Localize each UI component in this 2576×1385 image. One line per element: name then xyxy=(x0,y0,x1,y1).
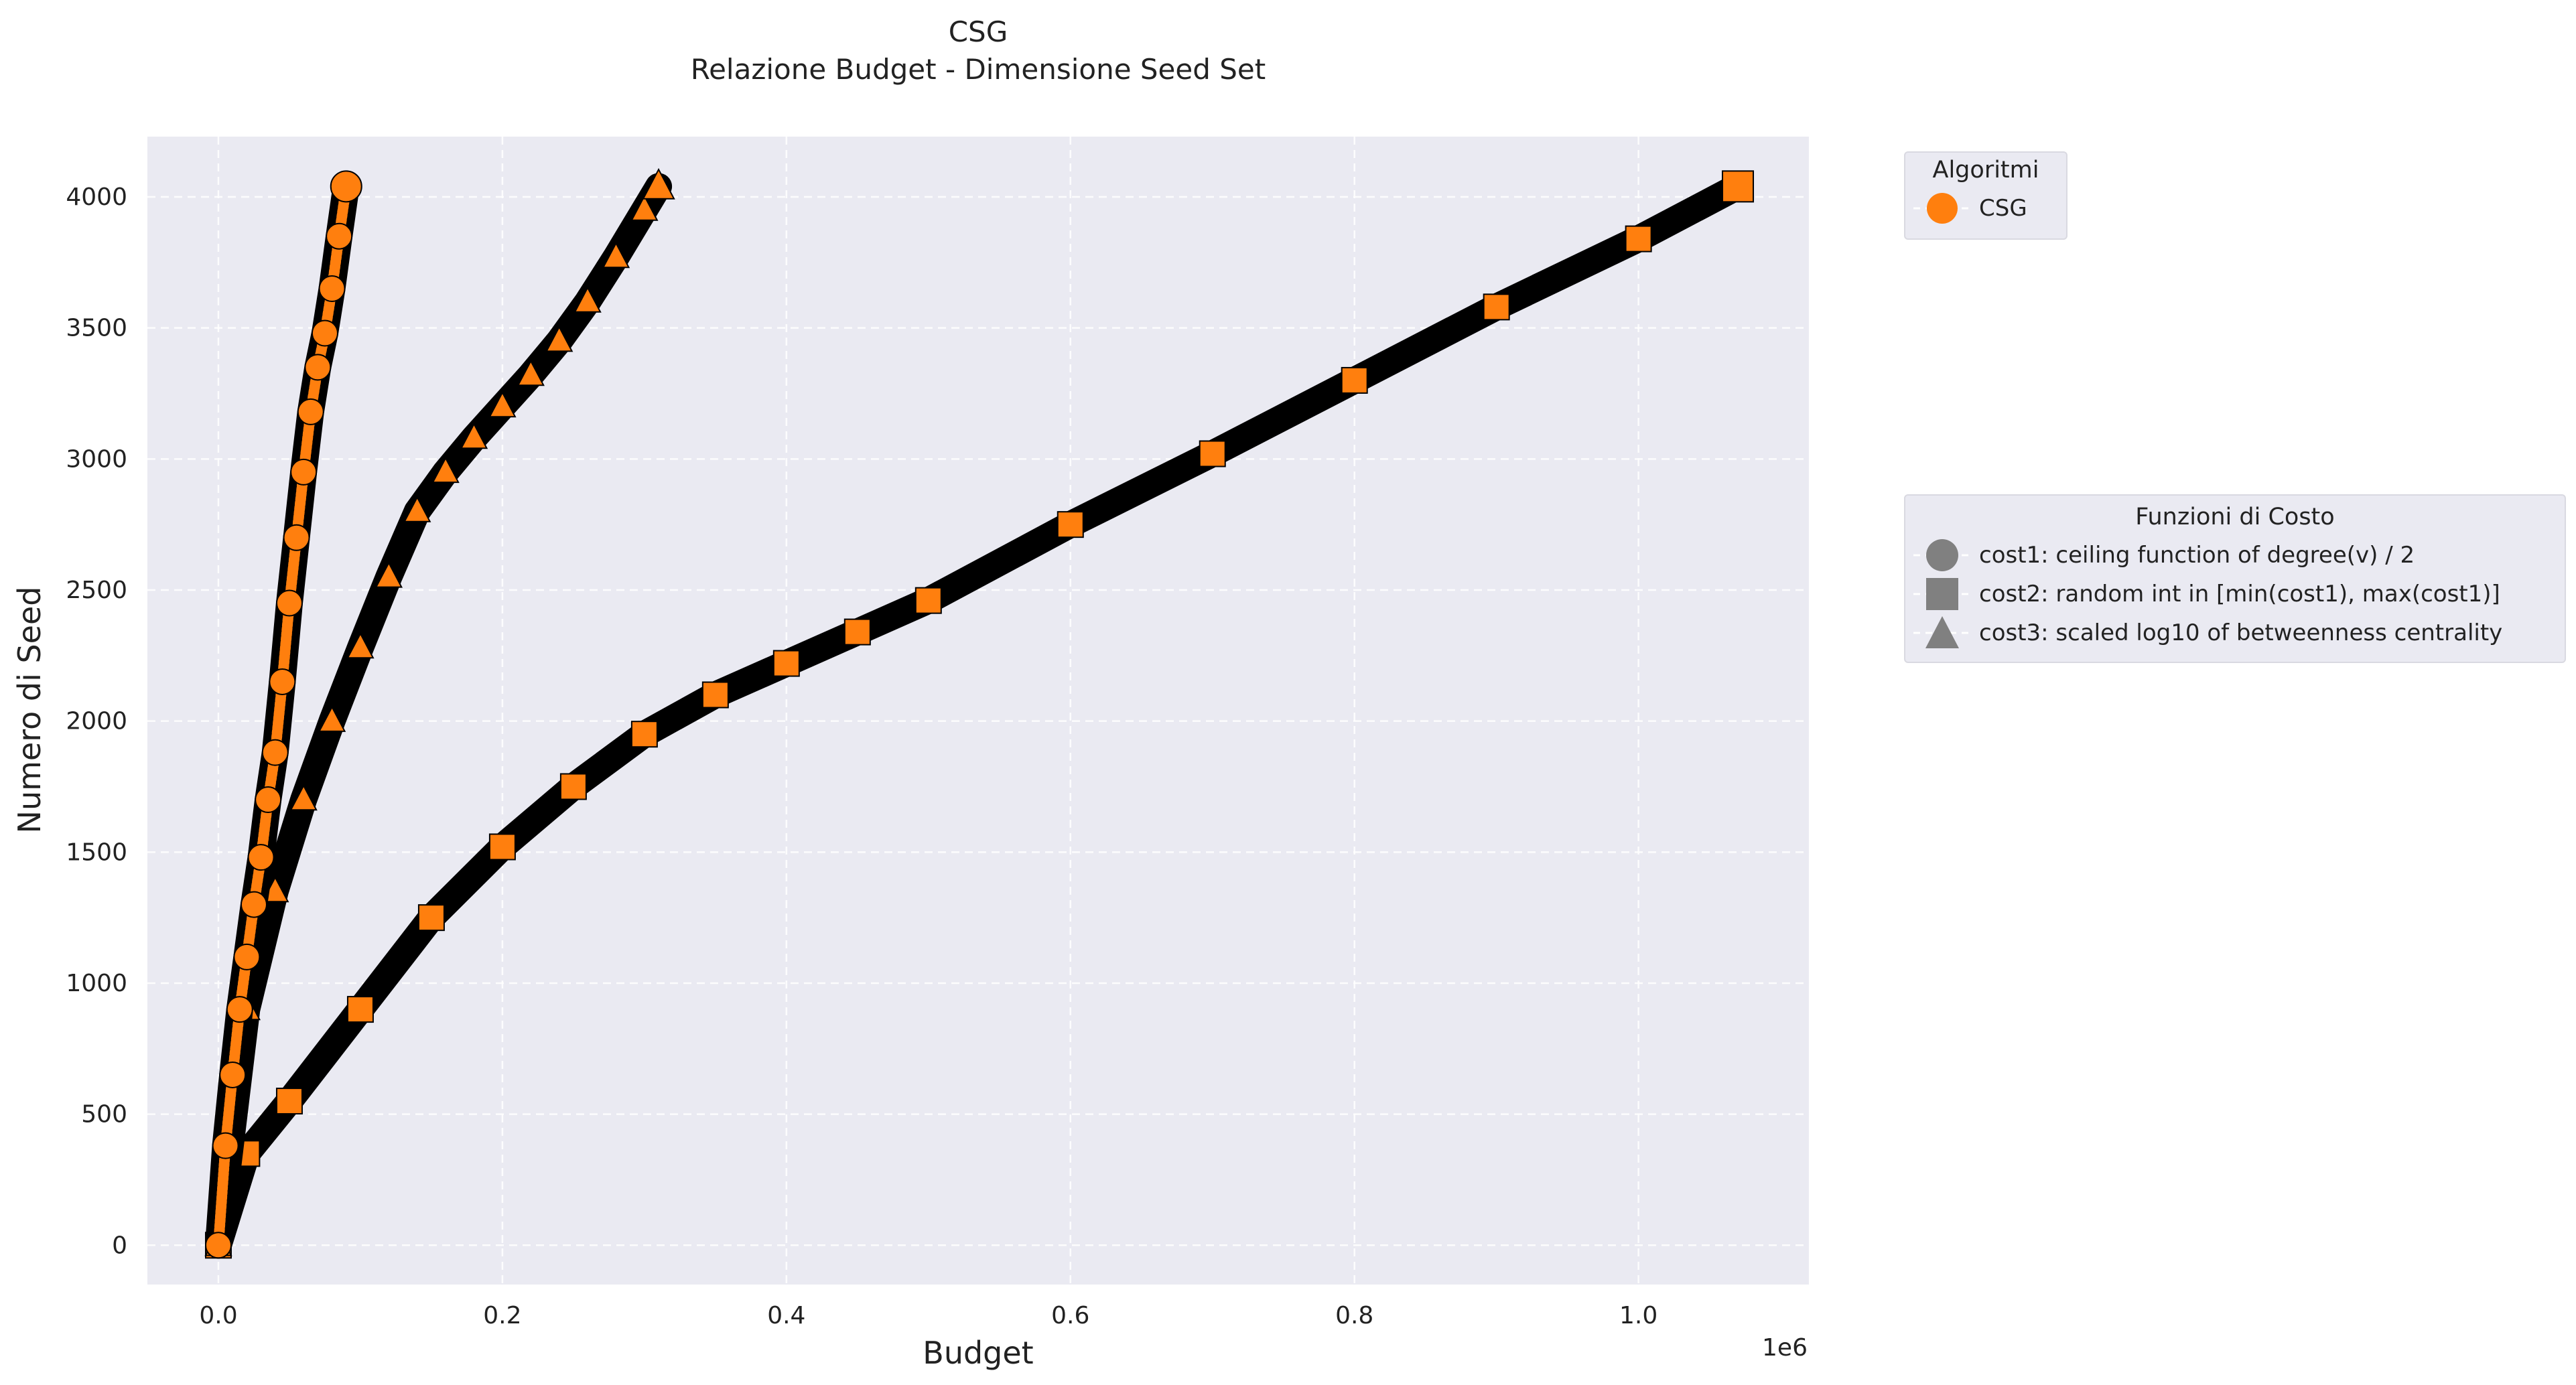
data-point xyxy=(1625,225,1652,252)
data-point xyxy=(417,904,445,932)
grid xyxy=(147,137,1809,1285)
legend-entry: CSG xyxy=(1905,189,2066,228)
legend-entry: cost3: scaled log10 of betweenness centr… xyxy=(1905,613,2565,652)
data-point xyxy=(346,996,374,1023)
series-cost1 xyxy=(204,170,362,1259)
triangle-icon xyxy=(1905,613,1979,652)
data-point xyxy=(275,589,303,617)
legend-cost-functions-title: Funzioni di Costo xyxy=(2135,504,2335,530)
x-tick-label: 0.2 xyxy=(483,1302,521,1329)
data-point xyxy=(488,391,517,418)
series-cost3 xyxy=(204,167,675,1259)
data-point xyxy=(346,632,375,659)
x-tick-label: 0.0 xyxy=(199,1302,237,1329)
legend-entry: cost2: random int in [min(cost1), max(co… xyxy=(1905,575,2565,613)
data-point xyxy=(275,1088,303,1115)
chart-title: CSG xyxy=(949,15,1008,48)
data-point xyxy=(326,222,353,250)
circle-icon xyxy=(1905,536,1979,575)
legend-entry-label: cost1: ceiling function of degree(v) / 2 xyxy=(1979,542,2415,569)
data-point xyxy=(261,739,289,766)
data-point xyxy=(1722,170,1755,203)
y-tick-labels: 0 500 1000 1500 2000 2500 3000 3500 4000 xyxy=(66,184,127,1259)
y-axis-label: Numero di Seed xyxy=(11,587,48,834)
series-layer xyxy=(204,167,1755,1259)
legend-entry: cost1: ceiling function of degree(v) / 2 xyxy=(1905,536,2565,575)
data-point xyxy=(1199,440,1226,467)
y-tick-label: 500 xyxy=(81,1101,127,1128)
circle-icon xyxy=(1905,189,1979,228)
y-tick-label: 2500 xyxy=(66,577,127,604)
data-point xyxy=(304,354,332,381)
data-point xyxy=(289,784,318,811)
data-point xyxy=(375,561,403,588)
data-point xyxy=(642,167,675,200)
legend-entry-label: cost2: random int in [min(cost1), max(co… xyxy=(1979,581,2500,607)
data-point xyxy=(219,1061,247,1088)
x-axis-label: Budget xyxy=(923,1335,1033,1371)
y-tick-label: 2000 xyxy=(66,708,127,735)
data-point xyxy=(290,458,318,486)
data-point xyxy=(630,721,658,748)
data-point xyxy=(403,496,431,522)
legend-algorithms: Algoritmi CSG xyxy=(1904,151,2067,240)
data-point xyxy=(233,943,261,970)
data-point xyxy=(255,786,282,814)
data-point xyxy=(772,650,800,677)
y-tick-label: 4000 xyxy=(66,184,127,211)
data-point xyxy=(914,587,942,614)
data-point xyxy=(517,360,545,386)
legend-cost-functions: Funzioni di Costo cost1: ceiling functio… xyxy=(1904,494,2566,663)
y-tick-label: 3000 xyxy=(66,445,127,473)
x-tick-labels: 0.0 0.2 0.4 0.6 0.8 1.0 xyxy=(199,1302,1657,1329)
x-tick-label: 0.4 xyxy=(767,1302,805,1329)
x-tick-label: 0.8 xyxy=(1335,1302,1373,1329)
chart-subtitle: Relazione Budget - Dimensione Seed Set xyxy=(691,53,1266,86)
y-tick-label: 0 xyxy=(112,1232,127,1259)
y-tick-label: 3500 xyxy=(66,315,127,342)
data-point xyxy=(311,319,338,347)
legend-algorithms-title: Algoritmi xyxy=(1932,157,2039,184)
data-point xyxy=(573,286,602,313)
data-point xyxy=(1483,293,1510,321)
data-point xyxy=(269,668,296,695)
data-point xyxy=(204,1232,232,1259)
data-point xyxy=(212,1132,239,1159)
data-point xyxy=(1057,511,1084,538)
data-point xyxy=(247,844,275,871)
x-tick-label: 1.0 xyxy=(1619,1302,1657,1329)
y-tick-label: 1000 xyxy=(66,970,127,997)
data-point xyxy=(283,524,310,551)
square-icon xyxy=(1905,575,1979,613)
legend-entry-label: CSG xyxy=(1979,195,2027,222)
data-point xyxy=(330,170,362,203)
data-point xyxy=(559,773,587,800)
data-point xyxy=(460,422,488,449)
data-point xyxy=(240,891,267,918)
legend-entry-label: cost3: scaled log10 of betweenness centr… xyxy=(1979,619,2503,646)
x-tick-label: 0.6 xyxy=(1051,1302,1089,1329)
data-point xyxy=(843,618,871,646)
data-point xyxy=(488,833,516,861)
data-point xyxy=(545,325,573,352)
data-point xyxy=(318,275,346,302)
y-tick-label: 1500 xyxy=(66,839,127,866)
plot-area xyxy=(147,137,1809,1285)
x-offset-label: 1e6 xyxy=(1762,1334,1808,1362)
data-point xyxy=(297,398,324,425)
data-point xyxy=(318,705,346,732)
data-point xyxy=(226,996,253,1023)
data-point xyxy=(602,241,630,269)
series-band xyxy=(204,173,1752,1259)
data-point xyxy=(630,194,659,221)
data-point xyxy=(701,681,729,709)
data-point xyxy=(431,456,460,484)
data-point xyxy=(1341,366,1368,394)
